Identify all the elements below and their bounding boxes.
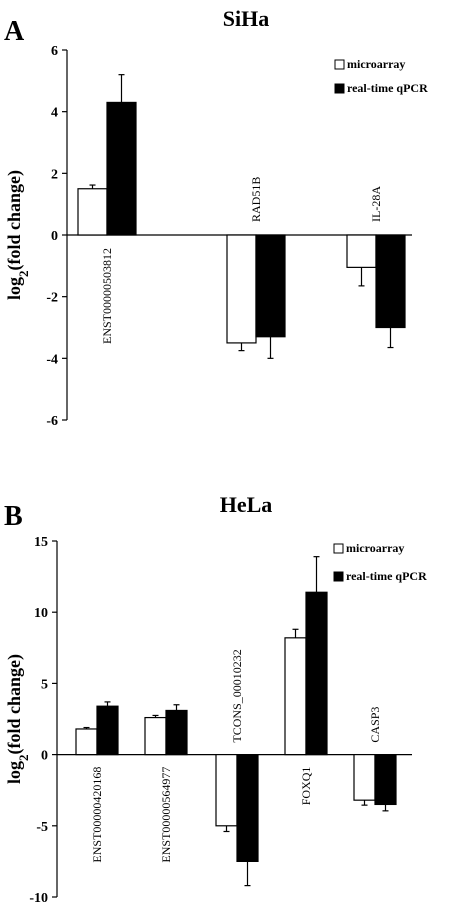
bar-microarray-hela	[353, 753, 376, 801]
y-tick-label-siha: -2	[46, 291, 58, 306]
plot-area-siha: 6 4 2 0 -2 -4 -6 log2(fold change) ENST000005038…	[4, 44, 428, 429]
y-tick-label-hela: 0	[41, 749, 48, 764]
bar-microarray-hela	[284, 637, 307, 756]
bar-real-time-qpcr-siha	[255, 234, 286, 338]
bar-microarray-hela	[215, 753, 238, 827]
legend-label-microarray-siha: microarray	[347, 57, 405, 71]
legend-label-microarray-hela: microarray	[346, 541, 404, 555]
legend-swatch-microarray-siha	[334, 59, 345, 70]
bar-real-time-qpcr-siha	[106, 101, 137, 236]
category-label-siha: RAD51B	[249, 177, 263, 222]
chart-title-siha: SiHa	[223, 6, 269, 31]
category-label-hela: FOXQ1	[299, 767, 313, 806]
legend-swatch-real-time-qpcr-siha	[334, 83, 345, 94]
y-tick-label-hela: 15	[34, 535, 48, 550]
y-tick-label-siha: -4	[46, 352, 58, 367]
legend-swatch-microarray-hela	[333, 543, 344, 554]
bar-real-time-qpcr-siha	[375, 234, 406, 329]
panel-letter-a: A	[4, 16, 25, 47]
legend-label-real-time-qpcr-hela: real-time qPCR	[346, 569, 427, 583]
panel-a: A SiHa 6 4 2 0 -2 -4 -6 log2(fold change) ENST00…	[4, 6, 428, 429]
bar-real-time-qpcr-hela	[96, 705, 119, 756]
bar-microarray-hela	[144, 716, 167, 756]
bar-microarray-siha	[226, 234, 257, 344]
panel-letter-b: B	[4, 501, 23, 532]
bar-microarray-siha	[77, 188, 108, 236]
y-tick-label-hela: -10	[29, 891, 48, 906]
panel-b: B HeLa 15 10 5 0 -5 -10 log2(fold change) ENST0…	[4, 492, 427, 906]
y-axis-label-siha: log2(fold change)	[4, 170, 31, 300]
plot-area-hela: 15 10 5 0 -5 -10 log2(fold change) ENST00000420…	[4, 535, 427, 906]
y-tick-label-hela: -5	[36, 820, 48, 835]
chart-title-hela: HeLa	[220, 492, 273, 517]
y-tick-label-siha: 4	[51, 106, 58, 121]
category-label-hela: ENST00000420168	[90, 767, 104, 863]
category-label-hela: TCONS_00010232	[230, 649, 244, 742]
bar-real-time-qpcr-hela	[165, 709, 188, 756]
y-tick-label-siha: 6	[51, 44, 58, 59]
bar-microarray-hela	[75, 728, 98, 756]
category-label-siha: ENST00000503812	[100, 248, 114, 344]
y-axis-label-hela: log2(fold change)	[4, 654, 31, 784]
y-tick-label-hela: 10	[34, 606, 48, 621]
category-label-hela: ENST00000564977	[159, 767, 173, 863]
legend-swatch-real-time-qpcr-hela	[333, 571, 344, 582]
category-label-hela: CASP3	[368, 707, 382, 743]
legend-label-real-time-qpcr-siha: real-time qPCR	[347, 81, 428, 95]
y-tick-label-siha: -6	[46, 414, 58, 429]
y-tick-label-siha: 2	[51, 167, 58, 182]
bar-real-time-qpcr-hela	[374, 753, 397, 806]
y-tick-label-hela: 5	[41, 677, 48, 692]
bar-real-time-qpcr-hela	[305, 591, 328, 756]
y-tick-label-siha: 0	[51, 229, 58, 244]
category-label-siha: IL-28A	[369, 186, 383, 222]
bar-real-time-qpcr-hela	[236, 753, 259, 862]
bar-microarray-siha	[346, 234, 377, 268]
